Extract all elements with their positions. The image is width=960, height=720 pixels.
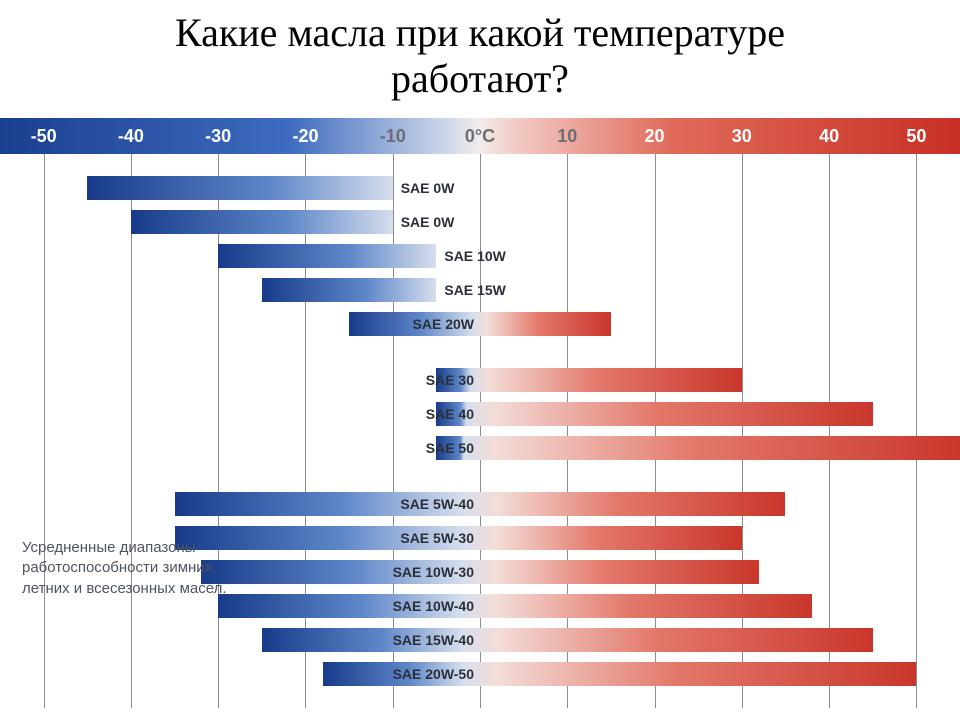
gridline: [44, 154, 45, 708]
axis-tick-label: 30: [732, 118, 752, 154]
bar-row: SAE 20W: [0, 312, 960, 336]
bar-row: SAE 15W: [0, 278, 960, 302]
axis-tick-label: -10: [380, 118, 406, 154]
gridline: [218, 154, 219, 708]
bar-label: SAE 0W: [401, 210, 455, 234]
bar-label: SAE 10W: [444, 244, 505, 268]
temp-range-bar: [436, 402, 872, 426]
oil-temp-chart: -50 -40 -30 -20 -10 0°C 10 20 30 40 50 SAE 0W SAE 0W…: [0, 118, 960, 718]
gridline: [829, 154, 830, 708]
chart-caption: Усредненные диапазоны работоспособности …: [22, 538, 242, 599]
temp-range-bar: [436, 368, 741, 392]
temp-range-bar: [175, 492, 786, 516]
bar-row: SAE 40: [0, 402, 960, 426]
axis-tick-label: -20: [292, 118, 318, 154]
gridline: [131, 154, 132, 708]
bar-row: SAE 20W-50: [0, 662, 960, 686]
axis-tick-label: -50: [31, 118, 57, 154]
gridline: [393, 154, 394, 708]
bar-label: SAE 20W: [413, 312, 474, 336]
bar-label: SAE 5W-40: [400, 492, 474, 516]
bar-row: SAE 5W-40: [0, 492, 960, 516]
bar-label: SAE 50: [426, 436, 474, 460]
temp-range-bar: [131, 210, 393, 234]
page-title: Какие масла при какой температуре работа…: [0, 10, 960, 102]
bar-label: SAE 40: [426, 402, 474, 426]
bar-label: SAE 10W-40: [393, 594, 474, 618]
temp-range-bar: [87, 176, 392, 200]
gridline: [916, 154, 917, 708]
bar-row: SAE 30: [0, 368, 960, 392]
axis-tick-label: 20: [645, 118, 665, 154]
bar-row: SAE 0W: [0, 176, 960, 200]
temp-range-bar: [218, 594, 811, 618]
temp-range-bar: [262, 278, 437, 302]
gridline: [655, 154, 656, 708]
axis-tick-label: 0°C: [465, 118, 495, 154]
title-line-1: Какие масла при какой температуре: [0, 10, 960, 56]
bar-label: SAE 5W-30: [400, 526, 474, 550]
gridline: [305, 154, 306, 708]
axis-tick-label: -30: [205, 118, 231, 154]
temp-range-bar: [218, 244, 436, 268]
bar-label: SAE 15W: [444, 278, 505, 302]
axis-tick-label: 10: [557, 118, 577, 154]
temp-range-bar: [201, 560, 760, 584]
bar-row: SAE 50: [0, 436, 960, 460]
gridline: [567, 154, 568, 708]
bar-label: SAE 20W-50: [393, 662, 474, 686]
axis-tick-label: 50: [906, 118, 926, 154]
bar-label: SAE 15W-40: [393, 628, 474, 652]
title-line-2: работают?: [0, 56, 960, 102]
gridline: [742, 154, 743, 708]
axis-tick-label: 40: [819, 118, 839, 154]
bar-row: SAE 0W: [0, 210, 960, 234]
temp-range-bar: [262, 628, 873, 652]
temp-range-bar: [349, 312, 611, 336]
bar-row: SAE 10W: [0, 244, 960, 268]
bar-row: SAE 15W-40: [0, 628, 960, 652]
bar-label: SAE 30: [426, 368, 474, 392]
bar-label: SAE 0W: [401, 176, 455, 200]
bar-label: SAE 10W-30: [393, 560, 474, 584]
axis-tick-label: -40: [118, 118, 144, 154]
temp-range-bar: [436, 436, 960, 460]
gridline: [480, 154, 481, 708]
